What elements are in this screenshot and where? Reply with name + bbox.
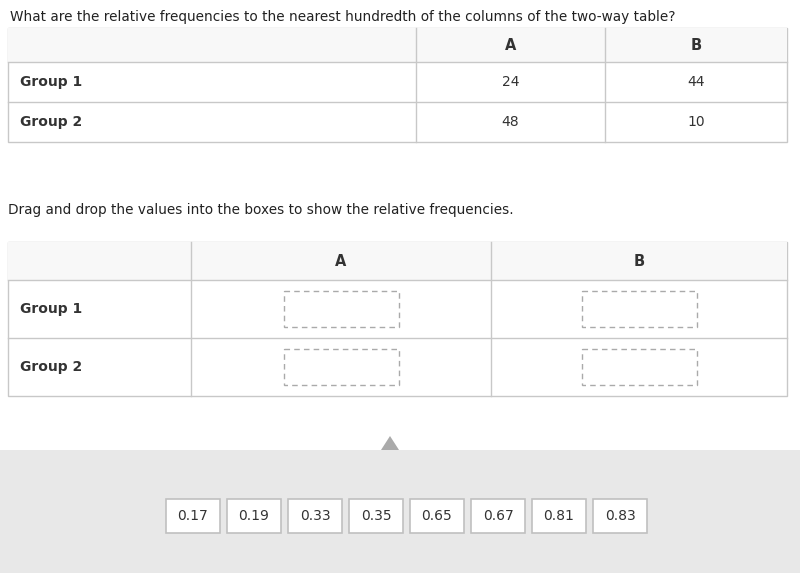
Bar [582,349,697,385]
Text: 0.83: 0.83 [605,509,635,523]
Text: B: B [634,253,645,269]
Text: Group 1: Group 1 [20,302,82,316]
Text: Group 2: Group 2 [20,115,82,129]
Text: 0.81: 0.81 [543,509,574,523]
Text: Group 1: Group 1 [20,75,82,89]
Text: 0.19: 0.19 [238,509,270,523]
Text: 0.35: 0.35 [361,509,391,523]
Bar [8,242,787,280]
Bar [471,499,525,533]
Text: 0.17: 0.17 [178,509,208,523]
Text: What are the relative frequencies to the nearest hundredth of the columns of the: What are the relative frequencies to the… [10,10,675,24]
Bar [593,499,647,533]
Text: Group 2: Group 2 [20,360,82,374]
Bar [410,499,464,533]
Bar [0,450,800,573]
Text: 0.65: 0.65 [422,509,452,523]
Text: A: A [335,253,346,269]
Bar [166,499,220,533]
Text: 48: 48 [502,115,519,129]
Text: 44: 44 [687,75,705,89]
Bar [8,28,787,142]
Text: B: B [690,37,702,53]
Bar [227,499,281,533]
Text: 10: 10 [687,115,705,129]
Text: 24: 24 [502,75,519,89]
Bar [8,242,787,396]
Bar [532,499,586,533]
Text: Drag and drop the values into the boxes to show the relative frequencies.: Drag and drop the values into the boxes … [8,203,514,217]
Text: 0.67: 0.67 [482,509,514,523]
Text: 0.33: 0.33 [300,509,330,523]
Bar [8,28,787,62]
Bar [283,349,398,385]
Bar [582,291,697,327]
Bar [349,499,403,533]
Bar [283,291,398,327]
Bar [288,499,342,533]
Text: A: A [505,37,516,53]
Polygon shape [381,436,399,450]
